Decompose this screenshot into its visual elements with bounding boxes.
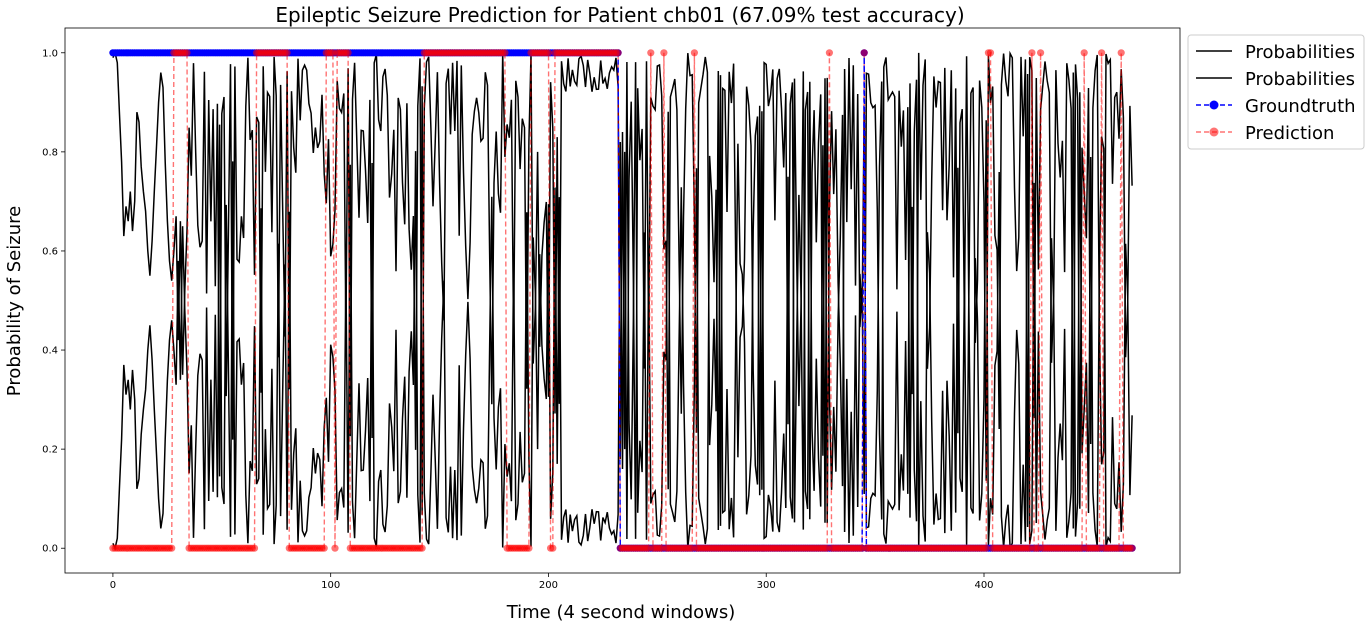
prediction-point [614, 49, 622, 57]
y-tick-label: 0.0 [42, 544, 58, 555]
x-tick-label: 100 [321, 580, 340, 591]
prediction-point [986, 49, 995, 57]
prediction-point [1037, 49, 1045, 57]
x-tick-label: 200 [539, 580, 558, 591]
legend-label-probabilities-1: Probabilities [1245, 42, 1355, 63]
prediction-point [690, 49, 699, 57]
legend: Probabilities Probabilities Groundtruth … [1187, 34, 1365, 150]
prediction-point [168, 544, 176, 552]
y-tick-label: 0.4 [42, 346, 58, 357]
probability-line [112, 50, 1133, 551]
prediction-point [549, 544, 557, 552]
prediction-point [1080, 49, 1088, 57]
chart-title: Epileptic Seizure Prediction for Patient… [275, 3, 964, 27]
prediction-point [1117, 49, 1125, 57]
prediction-point [283, 49, 291, 57]
legend-marker-groundtruth [1209, 100, 1219, 110]
x-tick-label: 0 [110, 580, 116, 591]
y-tick-label: 0.6 [42, 246, 58, 257]
legend-label-prediction: Prediction [1245, 123, 1334, 144]
prediction-point [1028, 49, 1036, 57]
legend-marker-prediction [1209, 127, 1219, 137]
plot-frame [64, 27, 1181, 574]
y-tick-label: 0.2 [42, 445, 58, 456]
prediction-point [544, 49, 553, 57]
y-tick-label: 0.8 [42, 147, 58, 158]
legend-label-probabilities-2: Probabilities [1245, 69, 1355, 90]
legend-box [1187, 34, 1365, 150]
x-axis-title: Time (4 second windows) [506, 602, 736, 623]
prediction-point [344, 49, 352, 57]
prediction-point [418, 544, 426, 552]
prediction-point [250, 544, 259, 552]
prediction-point [501, 49, 509, 57]
plot-area: 0 100 200 300 400 0.0 0.2 0.4 0.6 0.8 1.0 [42, 27, 1181, 591]
y-axis-title: Probability of Seizure [4, 206, 25, 396]
legend-label-groundtruth: Groundtruth [1245, 96, 1356, 117]
prediction-point [660, 49, 668, 57]
prediction-point [825, 49, 834, 57]
prediction-point [331, 544, 339, 552]
prediction-point [320, 544, 328, 552]
x-tick-label: 300 [757, 580, 776, 591]
probability-complement-line [112, 50, 1133, 551]
prediction-point [860, 49, 868, 57]
y-tick-label: 1.0 [42, 48, 58, 59]
prediction-point [525, 544, 533, 552]
prediction-point [183, 49, 191, 57]
prediction-point [982, 544, 990, 552]
x-tick-label: 400 [974, 580, 993, 591]
prediction-point [1128, 544, 1136, 552]
prediction-point [1098, 49, 1106, 57]
prediction-point [647, 49, 655, 57]
